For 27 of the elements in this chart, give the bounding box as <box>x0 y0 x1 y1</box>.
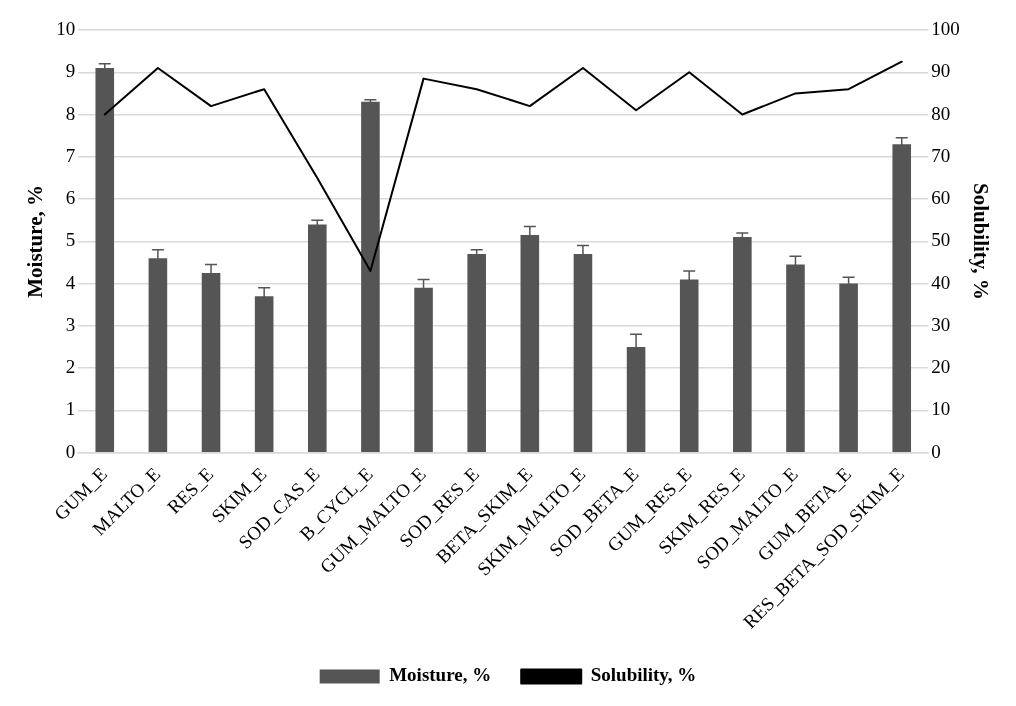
y-tick-label: 0 <box>65 440 76 462</box>
y2-axis-title: Solubility, % <box>968 182 993 300</box>
y-tick-label: 8 <box>65 102 76 124</box>
y-axis-title: Moisture, % <box>23 184 48 298</box>
y2-tick-label: 40 <box>931 271 951 293</box>
y2-tick-label: 50 <box>931 229 951 251</box>
legend-label: Moisture, % <box>389 664 492 686</box>
y2-tick-label: 100 <box>931 17 960 39</box>
y-tick-label: 6 <box>65 187 76 209</box>
y-tick-label: 3 <box>65 313 76 335</box>
y-tick-label: 9 <box>65 60 76 82</box>
y2-tick-label: 30 <box>931 313 951 335</box>
y2-tick-label: 10 <box>931 398 951 420</box>
y2-tick-label: 20 <box>931 356 951 378</box>
y-tick-label: 10 <box>56 17 76 39</box>
y2-tick-label: 80 <box>931 102 951 124</box>
legend-label: Solubility, % <box>590 664 697 686</box>
y2-tick-label: 70 <box>931 144 951 166</box>
y-tick-label: 1 <box>65 398 76 420</box>
y-tick-label: 7 <box>65 144 76 166</box>
y2-tick-label: 0 <box>931 440 941 462</box>
y2-tick-label: 60 <box>931 187 951 209</box>
y-tick-label: 5 <box>65 229 76 251</box>
y2-tick-label: 90 <box>931 60 951 82</box>
bar <box>361 101 380 452</box>
y-tick-label: 4 <box>65 271 76 293</box>
y-tick-label: 2 <box>65 356 76 378</box>
